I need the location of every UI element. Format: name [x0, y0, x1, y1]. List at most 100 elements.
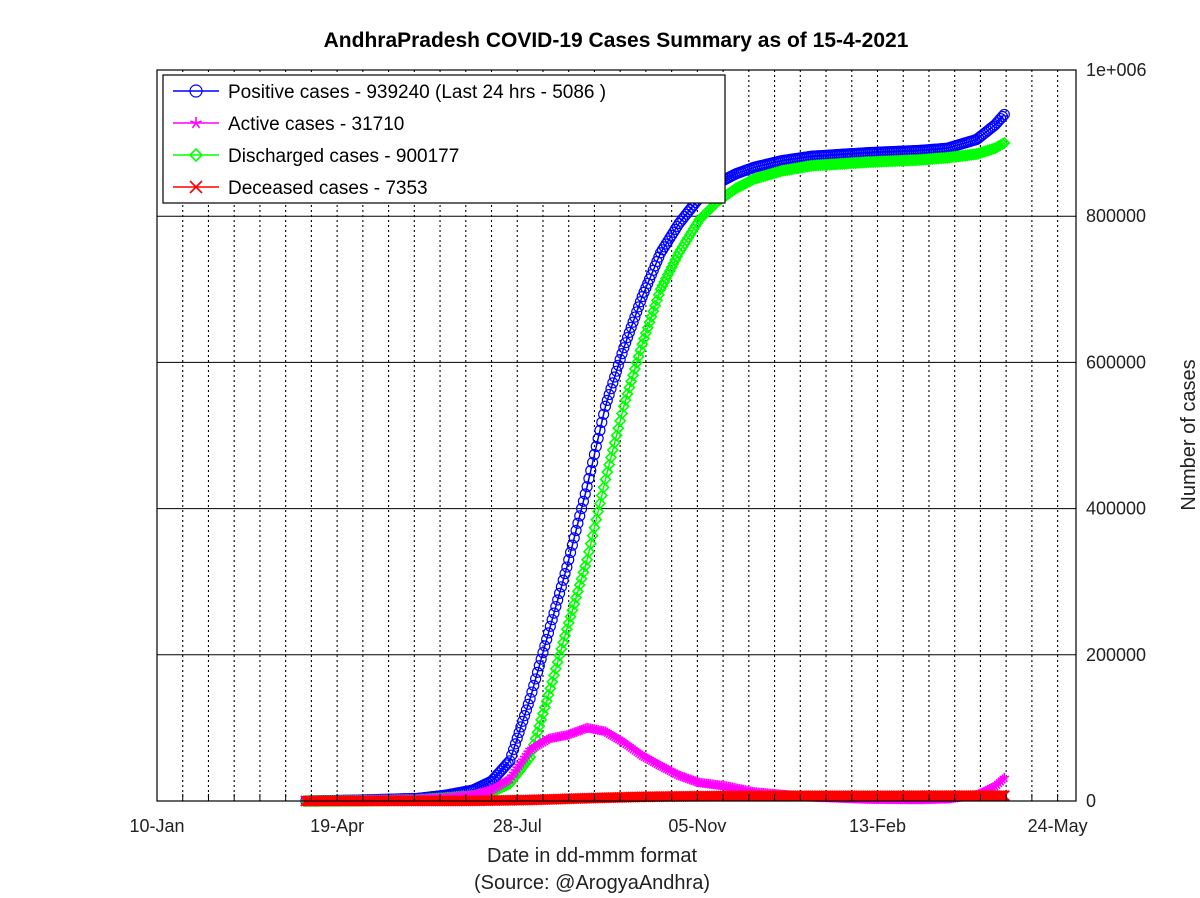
data-point [658, 241, 670, 253]
data-point [549, 662, 562, 675]
data-point [591, 505, 605, 518]
data-point [574, 510, 586, 522]
y-tick-label: 0 [1086, 791, 1096, 811]
data-point [528, 679, 540, 692]
data-point [632, 301, 645, 313]
data-point [998, 136, 1011, 150]
data-point [596, 416, 608, 428]
data-point [571, 585, 585, 598]
data-point [558, 629, 572, 642]
data-point [547, 669, 561, 682]
data-point [563, 554, 575, 566]
data-point [550, 600, 562, 613]
data-point [584, 537, 597, 550]
data-point [634, 296, 646, 308]
y-tick-label: 200000 [1086, 645, 1146, 665]
data-point [542, 688, 555, 702]
data-point [537, 647, 549, 659]
data-point [511, 732, 523, 744]
data-point [507, 743, 520, 756]
data-point [588, 448, 601, 461]
legend-label: Discharged cases - 900177 [228, 146, 459, 167]
x-tick-label: 13-Feb [849, 816, 906, 836]
data-point [603, 388, 615, 401]
data-point [539, 640, 551, 652]
data-point [531, 666, 544, 678]
y-tick-label: 800000 [1086, 206, 1146, 226]
data-point [616, 348, 628, 360]
data-point [621, 331, 634, 344]
data-point [604, 451, 618, 464]
data-point [612, 422, 625, 435]
data-point [655, 247, 667, 259]
data-point [568, 532, 580, 544]
axis-ticks: 0 200000 400000 600000 800000 1e+006 10-Jan 19-… [129, 60, 1146, 836]
x-tick-label: 10-Jan [129, 816, 184, 836]
data-point [614, 414, 627, 428]
data-point [520, 704, 533, 716]
data-point [595, 489, 608, 502]
data-point [590, 440, 602, 453]
data-point [577, 566, 590, 579]
data-point [587, 456, 599, 469]
data-point [623, 326, 635, 339]
data-point [542, 627, 555, 639]
data-point [495, 765, 507, 777]
data-point [564, 546, 577, 559]
data-point [513, 726, 525, 739]
data-point [615, 407, 629, 420]
x-tick-label: 24-May [1028, 816, 1088, 836]
data-point [566, 539, 578, 551]
data-point [557, 574, 569, 586]
data-point [493, 767, 505, 779]
data-point [993, 115, 1005, 127]
y-tick-label: 1e+006 [1086, 60, 1147, 80]
legend-marker [188, 147, 204, 163]
data-point [553, 587, 566, 599]
data-point [583, 473, 595, 485]
data-point [566, 604, 579, 617]
data-point [998, 108, 1010, 121]
data-point [535, 653, 547, 665]
data-point [572, 517, 584, 529]
data-point [559, 568, 571, 580]
data-point [995, 790, 1007, 802]
data-point [998, 790, 1010, 802]
data-point [631, 306, 643, 318]
data-point [660, 238, 672, 250]
data-point [582, 545, 596, 558]
data-point [599, 400, 612, 412]
data-point [610, 429, 623, 442]
data-point [530, 673, 542, 685]
data-point [500, 759, 512, 771]
data-point [620, 337, 632, 349]
data-point [605, 383, 617, 395]
y-axis-label: Number of cases [1178, 359, 1200, 510]
data-point [506, 749, 518, 761]
data-point [498, 761, 510, 773]
legend-marker [189, 180, 203, 194]
data-point [551, 655, 564, 669]
legend: Positive cases - 939240 (Last 24 hrs - 5… [162, 74, 726, 204]
data-point [577, 495, 590, 507]
data-point [517, 715, 529, 727]
data-point [656, 244, 669, 256]
data-point [629, 311, 641, 323]
data-point [548, 607, 560, 619]
data-point [608, 436, 621, 449]
data-point [573, 578, 586, 592]
data-point [618, 342, 630, 354]
data-point [522, 698, 534, 710]
legend-marker [190, 117, 202, 129]
legend-box [162, 74, 726, 204]
data-point [585, 464, 597, 477]
data-point [489, 771, 501, 783]
data-point [609, 371, 621, 383]
data-point [601, 465, 614, 479]
data-point [553, 649, 566, 662]
data-point [575, 572, 588, 585]
data-point [555, 642, 568, 656]
data-point [564, 610, 577, 623]
data-point [568, 597, 581, 611]
